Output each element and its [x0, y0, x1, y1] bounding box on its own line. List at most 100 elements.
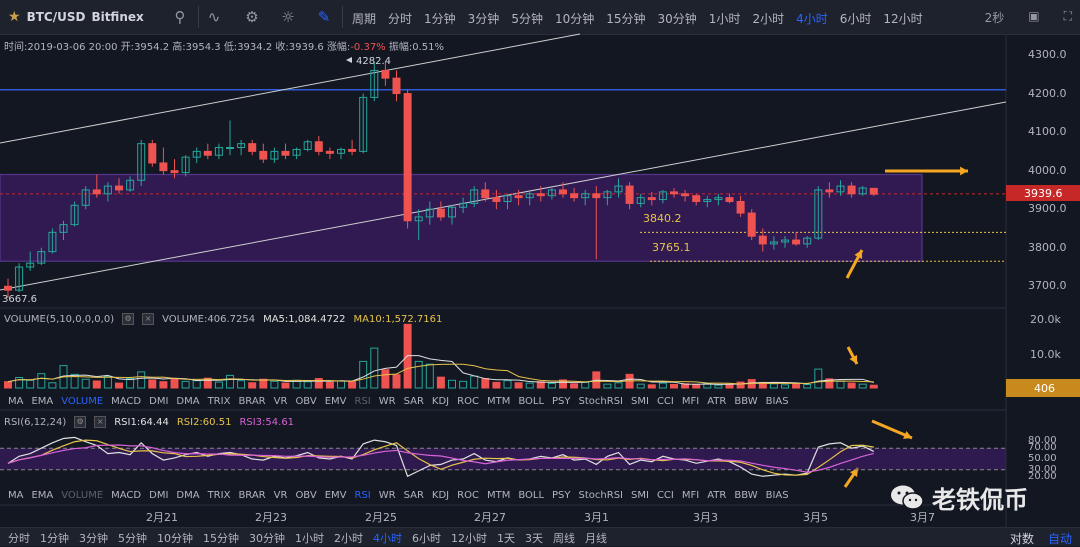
close-icon[interactable]: × — [94, 416, 107, 428]
bottom-period-option[interactable]: 3分钟 — [79, 532, 108, 545]
bottom-period-option[interactable]: 12小时 — [451, 532, 487, 545]
indicator-tab[interactable]: CCI — [656, 490, 674, 501]
indicator-tab[interactable]: OBV — [295, 490, 317, 501]
indicator-tab[interactable]: MTM — [486, 490, 511, 501]
indicator-tab[interactable]: OBV — [295, 396, 317, 407]
indicator-tab[interactable]: MA — [8, 490, 24, 501]
bottom-period-option[interactable]: 15分钟 — [203, 532, 239, 545]
indicator-tab[interactable]: TRIX — [207, 490, 231, 501]
indicator-tab[interactable]: ROC — [457, 396, 479, 407]
period-option[interactable]: 5分钟 — [511, 12, 543, 26]
bottom-period-option[interactable]: 3天 — [525, 532, 543, 545]
indicator-tab[interactable]: BBW — [734, 490, 758, 501]
period-option[interactable]: 3分钟 — [467, 12, 500, 26]
volume-params[interactable]: VOLUME(5,10,0,0,0,0) — [4, 313, 115, 325]
indicator-tab[interactable]: EMV — [324, 490, 347, 501]
log-scale-toggle[interactable]: 对数 — [1009, 532, 1034, 546]
bottom-period-option[interactable]: 1分钟 — [40, 532, 69, 545]
indicator-tab[interactable]: DMI — [149, 396, 169, 407]
theme-icon[interactable]: ☼ — [281, 8, 295, 26]
period-option-active[interactable]: 4小时 — [796, 12, 828, 26]
period-option[interactable]: 1小时 — [708, 12, 741, 26]
close-icon[interactable]: × — [142, 313, 155, 325]
indicator-tab[interactable]: KDJ — [431, 490, 450, 501]
star-icon[interactable]: ★ — [8, 9, 21, 25]
indicator-tab[interactable]: BBW — [734, 396, 758, 407]
draw-pencil-icon[interactable]: ✎ — [317, 8, 331, 26]
indicator-tab[interactable]: SMI — [631, 396, 649, 407]
indicator-tab[interactable]: StochRSI — [578, 490, 623, 501]
bottom-period-option[interactable]: 周线 — [553, 532, 575, 545]
indicator-tab[interactable]: MFI — [681, 490, 700, 501]
indicator-tab[interactable]: BRAR — [238, 490, 266, 501]
symbol-title[interactable]: ★ BTC/USD Bitfinex — [8, 9, 144, 25]
chart-type-icon[interactable]: ∿ — [207, 8, 221, 26]
rsi-params[interactable]: RSI(6,12,24) — [4, 416, 67, 428]
indicator-tab[interactable]: SMI — [631, 490, 649, 501]
bottom-period-option[interactable]: 10分钟 — [157, 532, 193, 545]
period-option[interactable]: 6小时 — [839, 12, 872, 26]
period-option[interactable]: 30分钟 — [657, 12, 697, 26]
indicator-tab[interactable]: VR — [273, 490, 288, 501]
settings-icon[interactable]: ⚙ — [122, 313, 135, 325]
indicator-tab-active[interactable]: RSI — [354, 490, 371, 501]
bottom-period-option-active[interactable]: 4小时 — [373, 532, 402, 545]
indicator-tab[interactable]: DMA — [176, 396, 200, 407]
period-option[interactable]: 1分钟 — [424, 12, 456, 26]
indicator-tab[interactable]: WR — [378, 490, 396, 501]
bottom-period-option[interactable]: 分时 — [8, 532, 30, 545]
indicator-tab[interactable]: MACD — [111, 490, 142, 501]
fullscreen-icon[interactable]: ⛶ — [1063, 9, 1072, 23]
refresh-interval[interactable]: 2秒 — [984, 11, 1005, 25]
settings-icon[interactable]: ⚙ — [74, 416, 87, 428]
indicator-tab[interactable]: StochRSI — [578, 396, 623, 407]
indicator-tab[interactable]: KDJ — [431, 396, 450, 407]
indicator-tab[interactable]: DMI — [149, 490, 169, 501]
indicator-tab[interactable]: PSY — [552, 396, 571, 407]
indicator-tab[interactable]: MACD — [111, 396, 142, 407]
bottom-period-option[interactable]: 2小时 — [334, 532, 363, 545]
bottom-period-option[interactable]: 5分钟 — [118, 532, 147, 545]
indicator-tab-active[interactable]: VOLUME — [61, 396, 104, 407]
bottom-period-option[interactable]: 1天 — [497, 532, 515, 545]
indicator-tab[interactable]: BRAR — [238, 396, 266, 407]
period-option[interactable]: 10分钟 — [554, 12, 595, 26]
auto-scale-toggle[interactable]: 自动 — [1047, 532, 1072, 546]
indicator-tab[interactable]: TRIX — [207, 396, 231, 407]
indicator-tab[interactable]: BIAS — [765, 396, 789, 407]
period-option[interactable]: 2小时 — [752, 12, 785, 26]
indicator-tab[interactable]: SAR — [403, 490, 424, 501]
bottom-period-option[interactable]: 1小时 — [295, 532, 324, 545]
indicator-tab[interactable]: BIAS — [765, 490, 789, 501]
indicator-tab[interactable]: MA — [8, 396, 24, 407]
indicator-tab[interactable]: VR — [273, 396, 288, 407]
search-icon[interactable]: ⚲ — [174, 8, 186, 26]
indicator-tab[interactable]: ATR — [707, 490, 727, 501]
indicator-tab[interactable]: EMA — [31, 396, 54, 407]
bottom-period-option[interactable]: 6小时 — [412, 532, 441, 545]
indicator-tab[interactable]: EMV — [324, 396, 347, 407]
volume-bar — [647, 384, 656, 389]
camera-icon[interactable]: ▣ — [1028, 9, 1040, 23]
indicator-tab[interactable]: ROC — [457, 490, 479, 501]
bottom-period-option[interactable]: 30分钟 — [249, 532, 285, 545]
indicator-tab[interactable]: BOLL — [518, 396, 545, 407]
indicator-tab[interactable]: CCI — [656, 396, 674, 407]
indicator-tab[interactable]: ATR — [707, 396, 727, 407]
indicator-tab[interactable]: DMA — [176, 490, 200, 501]
settings-icon[interactable]: ⚙ — [245, 8, 259, 26]
period-option[interactable]: 分时 — [388, 12, 413, 26]
period-option[interactable]: 15分钟 — [606, 12, 646, 26]
indicator-tab[interactable]: SAR — [403, 396, 424, 407]
indicator-tab[interactable]: BOLL — [518, 490, 545, 501]
indicator-tab[interactable]: MFI — [681, 396, 700, 407]
indicator-tab[interactable]: PSY — [552, 490, 571, 501]
indicator-tab[interactable]: MTM — [486, 396, 511, 407]
indicator-tab[interactable]: RSI — [354, 396, 371, 407]
indicator-tab[interactable]: EMA — [31, 490, 54, 501]
period-option[interactable]: 12小时 — [883, 12, 923, 26]
indicator-tab[interactable]: WR — [378, 396, 396, 407]
indicator-tab[interactable]: VOLUME — [61, 490, 104, 501]
bottom-period-option[interactable]: 月线 — [585, 532, 607, 545]
